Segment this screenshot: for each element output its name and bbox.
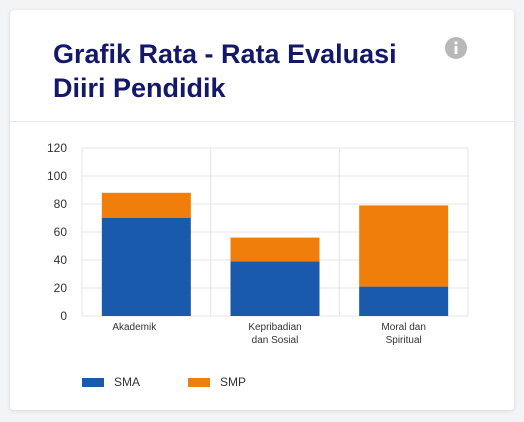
legend-label-smp: SMP bbox=[220, 375, 247, 389]
bar-smp-2 bbox=[359, 205, 449, 287]
y-tick-label: 80 bbox=[54, 197, 68, 211]
x-tick-label: Kepribadian bbox=[248, 322, 301, 333]
chart-area: 0 20 40 60 80 100 120 Akademik Kepribadian dan So… bbox=[10, 122, 514, 410]
bar-sma-0 bbox=[101, 218, 191, 316]
bar-sma-1 bbox=[230, 261, 320, 316]
legend-item-smp[interactable]: SMP bbox=[188, 375, 246, 389]
y-tick-label: 0 bbox=[60, 309, 67, 323]
legend-label-sma: SMA bbox=[114, 375, 141, 389]
chart-title: Grafik Rata - Rata Evaluasi Diiri Pendid… bbox=[53, 39, 397, 103]
x-tick-label: dan Sosial bbox=[252, 335, 299, 346]
x-tick-label: Spiritual bbox=[386, 335, 422, 346]
y-tick-label: 20 bbox=[54, 281, 68, 295]
bar-sma-2 bbox=[359, 286, 449, 316]
stacked-bar-chart: 0 20 40 60 80 100 120 Akademik Kepribadian dan So… bbox=[47, 141, 469, 346]
legend-swatch-smp bbox=[188, 377, 210, 387]
bar-smp-0 bbox=[101, 192, 191, 218]
chart-card: Grafik Rata - Rata Evaluasi Diiri Pendid… bbox=[10, 10, 514, 410]
x-tick-label: Moral dan bbox=[381, 322, 425, 333]
y-tick-label: 100 bbox=[47, 169, 67, 183]
legend-swatch-sma bbox=[82, 377, 104, 387]
bar-smp-1 bbox=[230, 237, 320, 262]
x-tick-label: Akademik bbox=[112, 322, 157, 333]
y-tick-label: 120 bbox=[47, 141, 67, 155]
card-header: Grafik Rata - Rata Evaluasi Diiri Pendid… bbox=[10, 10, 514, 122]
info-icon[interactable] bbox=[445, 37, 467, 59]
y-tick-label: 40 bbox=[54, 253, 68, 267]
y-tick-label: 60 bbox=[54, 225, 68, 239]
legend-item-sma[interactable]: SMA bbox=[82, 375, 140, 389]
